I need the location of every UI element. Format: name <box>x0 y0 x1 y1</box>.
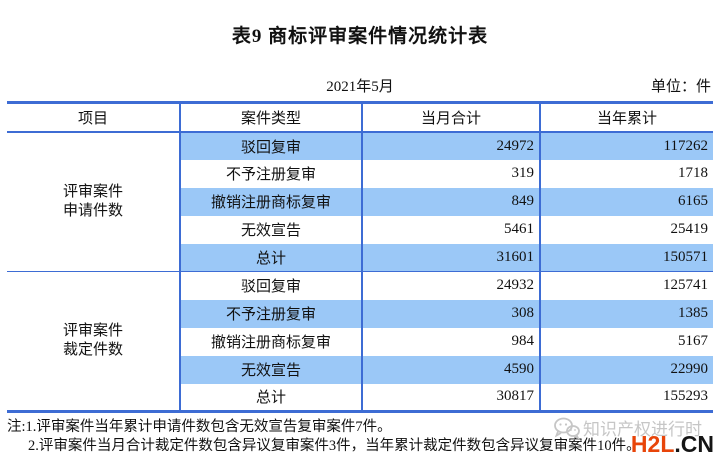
cell-case-type: 驳回复审 <box>179 271 362 300</box>
header-case-type: 案件类型 <box>179 102 362 132</box>
cell-month-total: 30817 <box>361 383 540 412</box>
unit-label: 单位：件 <box>650 79 711 95</box>
cell-month-total: 4590 <box>361 355 540 384</box>
cell-year-total: 6165 <box>539 187 713 216</box>
footnote-2: 2.评审案件当月合计裁定件数包含异议复审案件3件，当年累计裁定件数包含异议复审案… <box>28 438 641 454</box>
cell-month-total: 24972 <box>361 131 540 160</box>
cell-month-total: 319 <box>361 159 540 188</box>
footnote-1: 注:1.评审案件当年累计申请件数包含无效宣告复审案件7件。 <box>7 419 392 435</box>
table-row: 评审案件裁定件数 驳回复审 24932 125741 <box>7 271 713 412</box>
cell-year-total: 1718 <box>539 159 713 188</box>
cell-case-type: 无效宣告 <box>179 215 362 244</box>
cell-case-type: 无效宣告 <box>179 355 362 384</box>
cell-case-type: 撤销注册商标复审 <box>179 327 362 356</box>
cell-month-total: 24932 <box>361 271 540 300</box>
cell-year-total: 155293 <box>539 383 713 412</box>
cell-case-type: 总计 <box>179 383 362 412</box>
cell-year-total: 25419 <box>539 215 713 244</box>
page-title: 表9 商标评审案件情况统计表 <box>231 26 489 47</box>
cell-month-total: 31601 <box>361 243 540 272</box>
section-label-applications: 评审案件申请件数 <box>7 131 180 272</box>
header-month-total: 当月合计 <box>361 102 540 132</box>
header-row: 项目 案件类型 当月合计 当年累计 <box>7 102 713 132</box>
table-row: 评审案件申请件数 驳回复审 24972 117262 <box>7 131 713 272</box>
cell-case-type: 驳回复审 <box>179 131 362 160</box>
cell-year-total: 5167 <box>539 327 713 356</box>
cell-year-total: 117262 <box>539 131 713 160</box>
section-label-rulings: 评审案件裁定件数 <box>7 271 180 412</box>
cell-year-total: 1385 <box>539 299 713 328</box>
statistics-table: 项目 案件类型 当月合计 当年累计 评审案件申请件数 驳回复审 24972 11… <box>7 101 713 413</box>
cell-month-total: 308 <box>361 299 540 328</box>
cell-case-type: 不予注册复审 <box>179 159 362 188</box>
cell-year-total: 22990 <box>539 355 713 384</box>
cell-month-total: 849 <box>361 187 540 216</box>
table-row: 不予注册复审 319 1718 <box>7 159 713 188</box>
cell-month-total: 984 <box>361 327 540 356</box>
table-meta: 2021年5月 单位：件 <box>7 75 713 97</box>
period-label: 2021年5月 <box>326 79 394 95</box>
cell-year-total: 150571 <box>539 243 713 272</box>
cell-year-total: 125741 <box>539 271 713 300</box>
cell-case-type: 不予注册复审 <box>179 299 362 328</box>
footnotes: 注:1.评审案件当年累计申请件数包含无效宣告复审案件7件。 2.评审案件当月合计… <box>7 418 713 456</box>
header-year-total: 当年累计 <box>539 102 713 132</box>
cell-case-type: 总计 <box>179 243 362 272</box>
cell-month-total: 5461 <box>361 215 540 244</box>
header-project: 项目 <box>7 102 180 132</box>
cell-case-type: 撤销注册商标复审 <box>179 187 362 216</box>
